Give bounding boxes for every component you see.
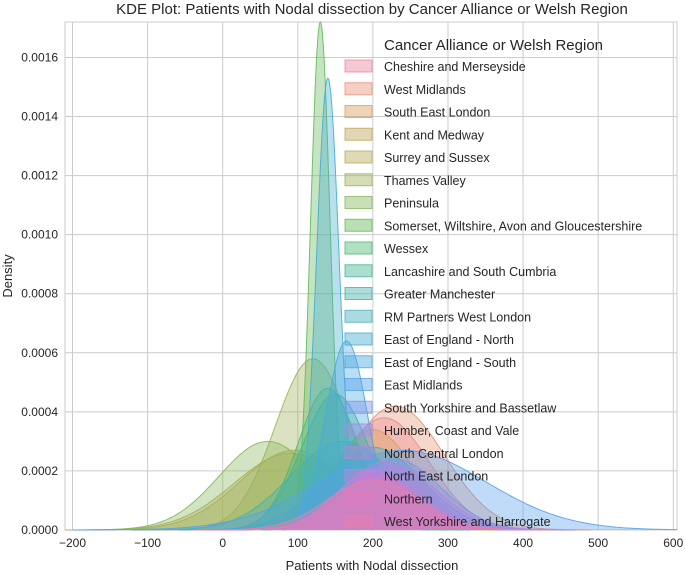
legend-swatch [344, 173, 373, 187]
density-area-16 [215, 459, 576, 530]
density-area-12 [177, 447, 569, 530]
density-area-10 [200, 394, 471, 530]
legend-swatch [344, 59, 373, 73]
x-tick-label: 600 [663, 536, 683, 550]
legend-label: East of England - South [384, 356, 516, 370]
x-tick-labels: −200 −100 0 100 200 300 400 500 600 [59, 536, 684, 550]
density-area-4 [77, 450, 511, 530]
legend-label: North Central London [384, 447, 504, 461]
density-area-14 [262, 340, 431, 530]
legend-label: East of England - North [384, 333, 514, 347]
density-area-5 [65, 453, 516, 530]
density-line-10 [200, 393, 471, 531]
density-line-9 [207, 387, 448, 531]
legend-swatch [344, 400, 373, 414]
legend-title: Cancer Alliance or Welsh Region [384, 37, 603, 54]
legend-label: Somerset, Wiltshire, Avon and Gloucester… [384, 219, 642, 233]
density-area-7 [72, 441, 463, 530]
legend-label: Kent and Medway [384, 128, 485, 142]
x-tick-label: 0 [219, 536, 226, 550]
legend-label: South East London [384, 106, 490, 120]
density-area-21 [192, 479, 554, 530]
density-area-15 [72, 450, 677, 530]
legend-swatch [344, 491, 373, 505]
y-tick-label: 0.0010 [21, 228, 58, 242]
y-tick-label: 0.0002 [21, 464, 58, 478]
density-area-11 [132, 441, 554, 530]
x-tick-label: −200 [59, 536, 86, 550]
density-area-8 [281, 22, 360, 530]
legend-swatch [344, 218, 373, 232]
density-area-17 [218, 462, 550, 530]
y-tick-labels: 0.0000 0.0002 0.0004 0.0006 0.0008 0.0010 0.00… [21, 50, 58, 537]
x-tick-label: 200 [363, 536, 383, 550]
density-line-12 [177, 446, 569, 531]
legend: Cancer Alliance or Welsh Region Cheshire… [344, 37, 642, 529]
y-tick-label: 0.0016 [21, 50, 58, 64]
density-area-2 [200, 405, 591, 530]
x-tick-label: −100 [134, 536, 161, 550]
density-line-6 [162, 358, 463, 531]
y-tick-label: 0.0004 [21, 405, 58, 419]
legend-label: Humber, Coast and Vale [384, 424, 519, 438]
x-axis-label: Patients with Nodal dissection [286, 558, 459, 573]
density-line-15 [72, 449, 678, 531]
legend-label: North East London [384, 470, 488, 484]
legend-label: South Yorkshire and Bassetlaw [384, 401, 557, 415]
y-axis-label: Density [0, 254, 15, 298]
legend-label: Surrey and Sussex [384, 151, 490, 165]
density-curves [65, 20, 678, 531]
legend-swatch [344, 150, 373, 164]
y-tick-label: 0.0012 [21, 169, 58, 183]
density-line-5 [65, 452, 516, 531]
density-area-6 [162, 358, 463, 530]
legend-swatch [344, 469, 373, 482]
legend-swatch [344, 332, 373, 346]
density-line-7 [72, 440, 463, 531]
density-area-19 [222, 470, 524, 530]
x-tick-label: 500 [588, 536, 608, 550]
legend-swatch [344, 82, 373, 96]
legend-label: Greater Manchester [384, 288, 495, 302]
x-tick-label: 300 [438, 536, 458, 550]
legend-swatch [344, 309, 373, 323]
legend-label: West Yorkshire and Harrogate [384, 515, 551, 529]
density-area-20 [215, 476, 546, 530]
legend-label: West Midlands [384, 83, 466, 97]
legend-swatch [344, 378, 373, 391]
density-area-18 [211, 465, 572, 530]
legend-swatch [344, 287, 373, 300]
legend-swatch [344, 514, 373, 528]
legend-label: Cheshire and Merseyside [384, 60, 526, 74]
legend-swatch [344, 446, 373, 460]
legend-swatch [344, 105, 373, 118]
y-tick-label: 0.0000 [21, 523, 58, 537]
y-tick-label: 0.0014 [21, 110, 58, 124]
legend-swatch [344, 127, 373, 141]
x-tick-label: 100 [288, 536, 308, 550]
legend-label: Thames Valley [384, 174, 466, 188]
plot-background [64, 21, 678, 531]
legend-label: East Midlands [384, 379, 463, 393]
legend-label: RM Partners West London [384, 310, 531, 324]
legend-label: Peninsula [384, 197, 439, 211]
x-tick-label: 400 [513, 536, 533, 550]
density-line-21 [192, 479, 554, 531]
y-tick-label: 0.0006 [21, 346, 58, 360]
legend-swatch [344, 264, 373, 278]
legend-label: Wessex [384, 242, 429, 256]
density-area-9 [207, 388, 448, 530]
density-area-13 [282, 78, 373, 531]
legend-label: Lancashire and South Cumbria [384, 265, 556, 279]
legend-swatch [344, 196, 373, 209]
legend-swatch [344, 355, 373, 369]
legend-swatch [344, 423, 373, 437]
legend-swatch [344, 241, 373, 255]
chart-title: KDE Plot: Patients with Nodal dissection… [116, 1, 628, 18]
y-tick-label: 0.0008 [21, 287, 58, 301]
legend-label: Northern [384, 492, 433, 506]
